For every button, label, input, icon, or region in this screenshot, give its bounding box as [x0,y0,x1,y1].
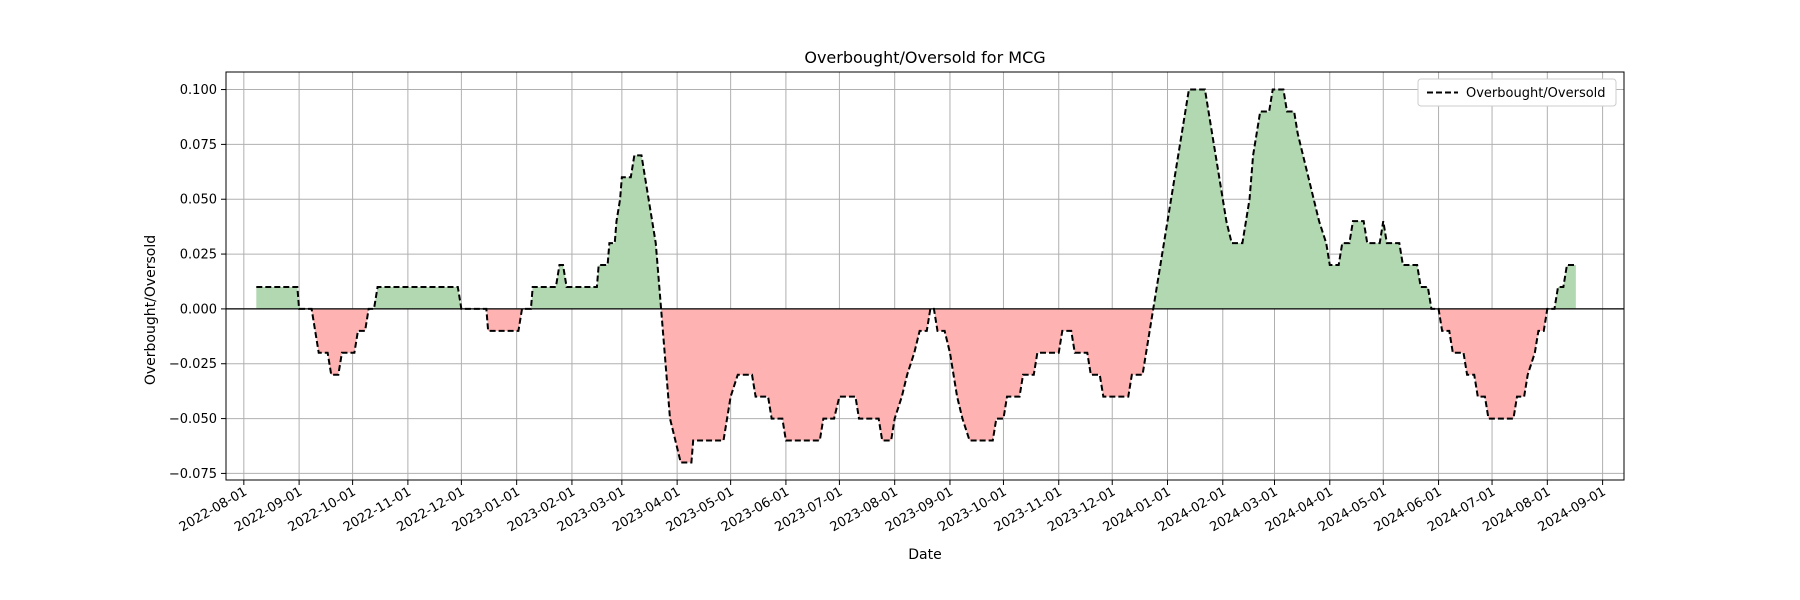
legend-box [1417,78,1617,107]
grid [226,72,1624,480]
y-tick-label: 0.000 [180,302,217,317]
oversold-area [299,308,369,375]
plot-frame [225,71,1625,481]
oversold-area [1431,308,1548,419]
y-tick-label: −0.050 [169,412,217,427]
overbought-area [256,286,300,309]
y-tick-label: −0.025 [169,357,217,372]
legend-label: Overbought/Oversold [1466,86,1606,101]
chart-title: Overbought/Oversold for MCG [804,48,1045,67]
y-tick-label: 0.075 [180,138,217,153]
x-axis-title: Date [908,547,941,563]
legend: Overbought/Oversold [1417,78,1617,107]
y-tick-label: 0.100 [180,83,217,98]
oversold-area [930,308,1154,441]
oversold-area [461,308,523,331]
y-tick-label: 0.050 [180,193,217,208]
overbought-area [1153,89,1432,309]
y-tick-label: 0.025 [180,248,217,263]
overbought-area [522,155,662,309]
y-axis-title: Overbought/Oversold [143,235,159,385]
area-fills [256,89,1576,463]
overbought-area [368,286,462,309]
y-tick-label: −0.075 [169,467,217,482]
series-line [256,88,1576,464]
oversold-area [661,308,931,463]
